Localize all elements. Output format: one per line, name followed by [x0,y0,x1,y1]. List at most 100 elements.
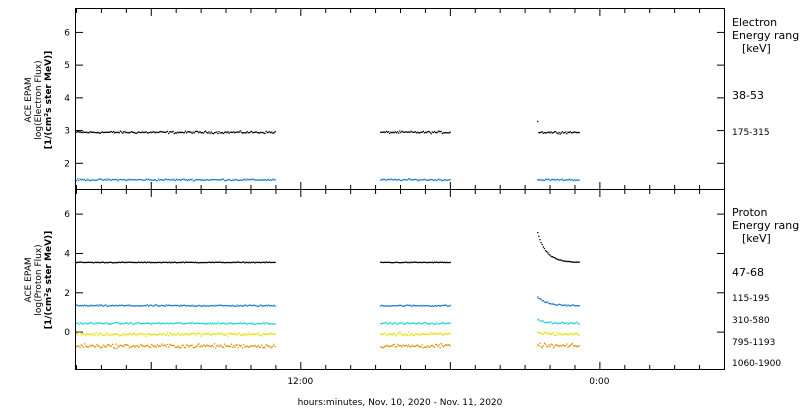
data-point [101,323,104,325]
data-point [151,179,153,181]
data-point [404,261,406,263]
data-point [562,260,565,262]
data-point [422,261,424,263]
data-point [86,346,88,348]
data-point [136,344,138,347]
data-point [110,323,113,325]
data-point [390,131,392,133]
data-point [564,260,566,262]
legend-proton-1060-1900: 1060-1900 [732,359,781,369]
data-point [128,322,130,324]
data-point [261,304,263,307]
data-point [134,333,136,335]
data-point [247,262,249,264]
data-point [178,346,180,348]
data-point [244,178,246,181]
data-point [442,132,445,134]
data-point [396,131,399,133]
data-point [407,321,409,324]
data-point [550,131,552,133]
data-point [107,323,109,325]
data-point [231,346,234,348]
data-point [235,131,237,133]
data-point [396,343,399,346]
data-point [184,347,187,349]
data-point [132,131,134,133]
data-point [238,131,240,133]
data-point [132,305,134,307]
data-point [441,344,443,347]
data-point [166,332,169,334]
data-point [182,334,184,336]
data-point [540,320,542,322]
data-point [239,179,241,181]
data-point [215,323,217,325]
data-point [409,131,411,134]
data-point [247,346,249,348]
data-point [173,304,175,306]
data-point [171,344,173,346]
data-point [263,304,265,307]
data-point [402,323,404,325]
data-point [274,323,276,325]
data-point [386,323,389,325]
data-point [239,345,241,347]
data-point [108,323,110,325]
data-point [132,333,134,335]
data-point [265,344,267,346]
data-point [160,323,162,325]
data-point [408,261,410,264]
data-point [238,305,240,307]
data-point [413,345,415,348]
data-point [566,333,568,335]
data-point [133,323,135,325]
data-point [419,334,421,336]
data-point [90,131,92,133]
data-point [106,178,108,180]
data-point [200,345,202,347]
data-point [245,323,247,325]
data-point [161,343,163,345]
data-point [170,131,172,133]
data-point [420,179,422,181]
data-point [119,323,121,325]
data-point [408,323,410,325]
data-point [165,304,167,306]
data-point [570,132,572,134]
data-point [384,179,386,181]
data-point [399,344,401,347]
data-point [118,346,120,348]
data-point [244,132,246,134]
data-point [161,131,163,133]
data-point [159,179,161,181]
data-point [403,333,405,335]
data-point [78,131,80,133]
data-point [203,333,206,335]
data-point [168,335,170,337]
data-point [213,261,216,264]
data-point [424,346,427,349]
data-point [256,261,258,264]
data-point [136,179,138,181]
data-point [128,304,130,306]
data-point [207,179,209,181]
data-point [418,179,420,181]
data-point [93,179,96,181]
data-point [116,262,118,264]
data-point [139,304,142,307]
data-point [189,305,191,307]
data-point [240,305,243,307]
data-point [183,323,185,325]
data-point [392,333,394,335]
data-point [431,322,433,324]
data-point [188,334,190,336]
data-point [395,322,398,325]
data-point [420,261,422,264]
data-point [191,304,193,306]
data-point [544,178,547,180]
data-point [565,304,567,306]
data-point [265,179,267,181]
data-point [217,179,219,181]
data-point [234,322,236,325]
data-point [156,322,159,324]
